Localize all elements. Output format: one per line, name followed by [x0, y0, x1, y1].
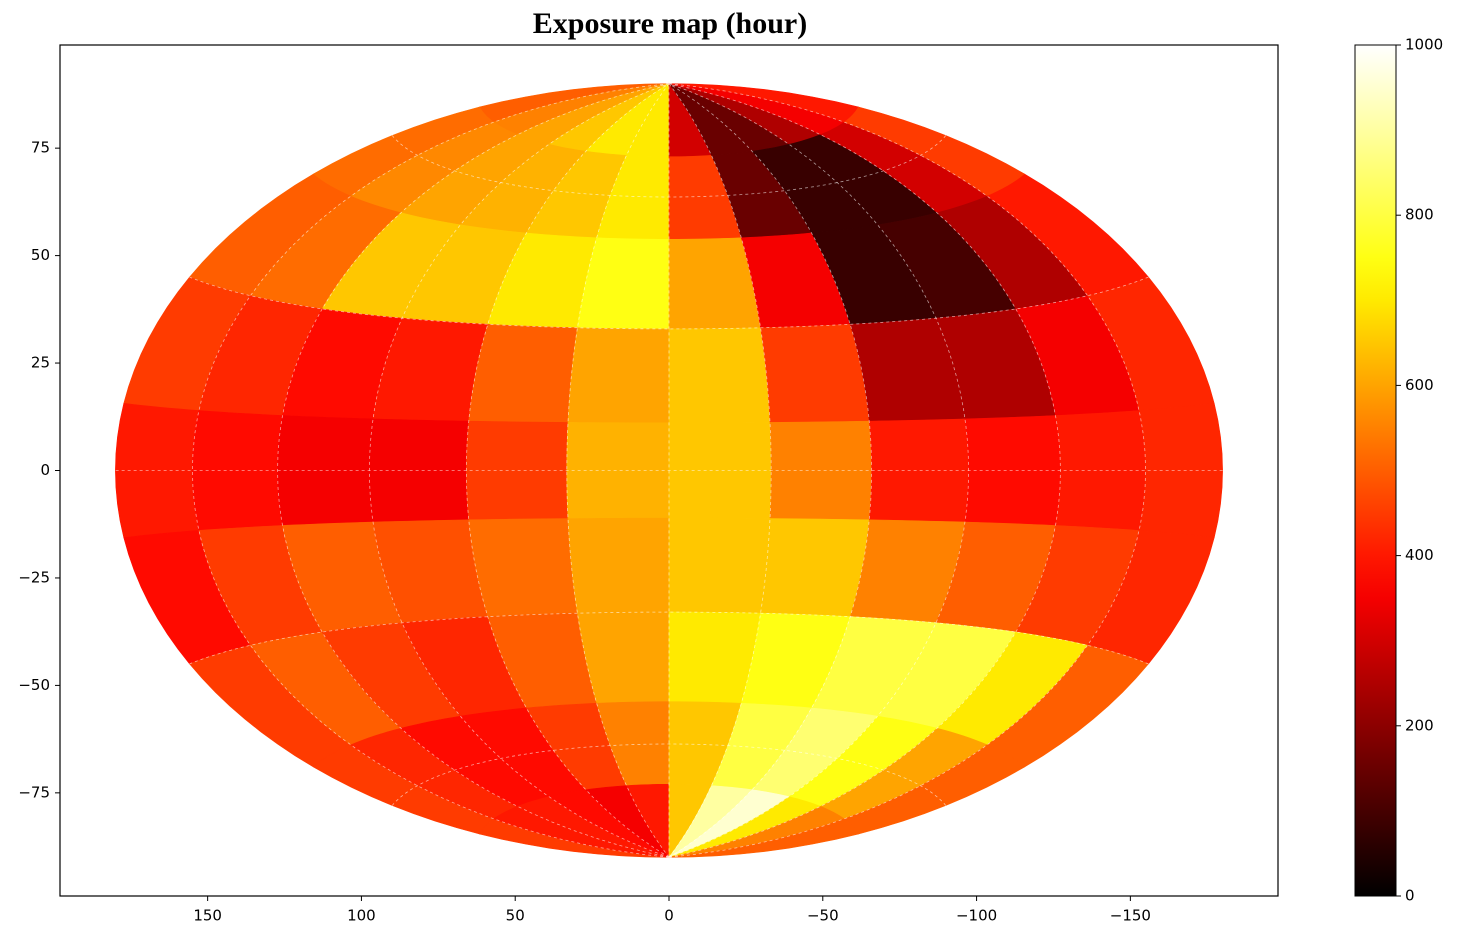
colorbar-tick-label: 1000 [1405, 36, 1443, 54]
colorbar-tick-label: 800 [1405, 206, 1434, 224]
colorbar-tick-label: 0 [1405, 887, 1415, 905]
map-cell [760, 323, 870, 423]
x-tick-label: 100 [347, 907, 376, 925]
x-tick-label: −50 [807, 907, 839, 925]
x-tick-label: 0 [664, 907, 674, 925]
map-cell [760, 518, 870, 618]
x-tick-label: −100 [956, 907, 997, 925]
y-tick-label: −50 [18, 676, 50, 694]
colorbar-tick-label: 200 [1405, 716, 1434, 734]
map-cell [668, 517, 771, 614]
graticule [115, 83, 1223, 858]
x-tick-label: 50 [506, 907, 525, 925]
map-cell [468, 323, 578, 423]
y-tick-label: 0 [40, 461, 50, 479]
map-cell [468, 518, 578, 618]
chart-title: Exposure map (hour) [533, 7, 807, 40]
y-tick-label: 50 [31, 246, 50, 264]
meridian [277, 83, 670, 858]
map-cell [668, 327, 771, 424]
map-cell [567, 517, 670, 614]
y-tick-label: 25 [31, 354, 50, 372]
y-tick-label: −25 [18, 568, 50, 586]
x-tick-label: 150 [193, 907, 222, 925]
colorbar [1354, 44, 1397, 897]
map-cell [466, 420, 569, 521]
colorbar-tick-label: 600 [1405, 376, 1434, 394]
colorbar-tick-label: 400 [1405, 546, 1434, 564]
map-cell [567, 327, 670, 424]
y-tick-label: −75 [18, 783, 50, 801]
map-cell [566, 422, 670, 519]
y-tick-label: 75 [31, 139, 50, 157]
map-cells [115, 82, 1223, 859]
parallel [391, 135, 947, 198]
x-tick-label: −150 [1110, 907, 1151, 925]
map-cell [668, 422, 772, 519]
parallel [391, 743, 947, 806]
